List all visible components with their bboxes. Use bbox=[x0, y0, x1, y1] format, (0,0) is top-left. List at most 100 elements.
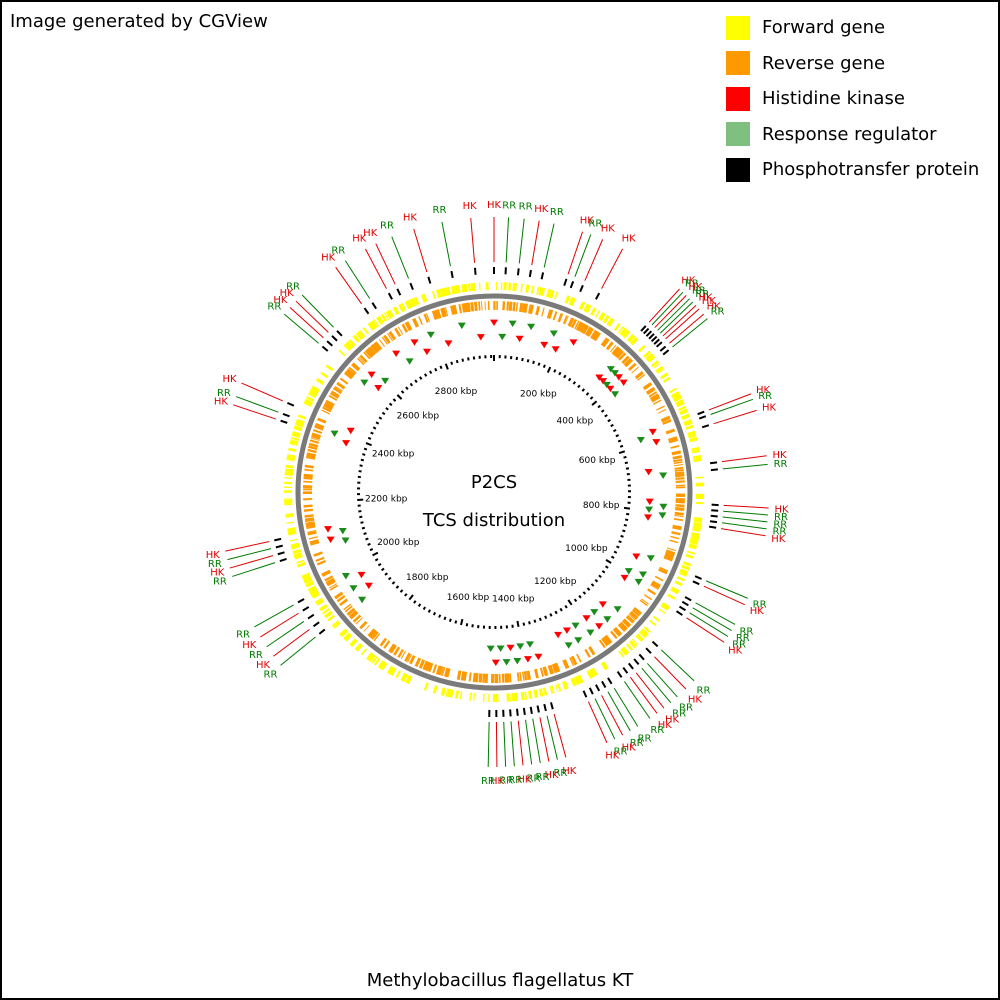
forward-gene-bar bbox=[682, 561, 692, 567]
reverse-gene-bar bbox=[579, 323, 587, 333]
forward-gene-bar bbox=[646, 353, 655, 362]
forward-gene-bar bbox=[689, 438, 698, 442]
minor-tick bbox=[585, 392, 590, 396]
reverse-gene-bar bbox=[653, 399, 662, 405]
forward-gene-bar bbox=[630, 337, 638, 345]
outer-marker bbox=[645, 330, 653, 337]
forward-gene-bar bbox=[549, 290, 553, 299]
forward-gene-bar bbox=[652, 615, 661, 623]
reverse-gene-bar bbox=[642, 382, 652, 390]
reverse-gene-bar bbox=[369, 629, 377, 639]
forward-gene-bar bbox=[686, 551, 695, 555]
minor-tick bbox=[617, 439, 622, 443]
reverse-gene-bar bbox=[574, 320, 580, 330]
reverse-gene-bar bbox=[322, 406, 332, 412]
outer-marker bbox=[650, 335, 658, 343]
outer-marker bbox=[569, 281, 575, 289]
reverse-gene-bar bbox=[383, 334, 391, 344]
minor-tick bbox=[399, 589, 404, 593]
forward-gene-bar bbox=[324, 611, 333, 619]
forward-gene-bar bbox=[401, 302, 407, 311]
forward-gene-bar bbox=[631, 638, 639, 646]
reverse-gene-bar bbox=[331, 390, 340, 397]
response-regulator-marker bbox=[525, 641, 534, 648]
histidine-kinase-marker bbox=[620, 574, 629, 582]
response-regulator-marker bbox=[659, 472, 668, 479]
histidine-kinase-marker bbox=[346, 427, 355, 435]
histidine-kinase-marker bbox=[357, 571, 366, 579]
forward-gene-bar bbox=[447, 689, 451, 698]
histidine-kinase-marker bbox=[506, 644, 515, 652]
minor-tick bbox=[360, 458, 365, 462]
minor-tick bbox=[365, 537, 369, 541]
rr-label: RR bbox=[588, 218, 602, 229]
minor-tick bbox=[515, 356, 519, 361]
forward-gene-bar bbox=[602, 661, 609, 670]
reverse-gene-bar bbox=[334, 591, 343, 599]
callout-line bbox=[613, 687, 639, 727]
forward-gene-bar bbox=[689, 540, 698, 545]
response-regulator-marker bbox=[611, 391, 620, 398]
histidine-kinase-marker bbox=[619, 379, 628, 387]
outer-marker bbox=[633, 658, 640, 666]
rr-label: RR bbox=[753, 599, 767, 610]
hk-label: HK bbox=[256, 660, 271, 671]
outer-marker bbox=[396, 288, 402, 296]
outer-marker bbox=[698, 415, 707, 420]
forward-gene-bar bbox=[457, 284, 461, 294]
callout-line bbox=[713, 409, 757, 425]
forward-gene-bar bbox=[450, 285, 456, 295]
minor-tick bbox=[391, 581, 396, 585]
callout-line bbox=[635, 672, 665, 709]
forward-gene-bar bbox=[459, 691, 463, 700]
minor-tick bbox=[567, 377, 572, 382]
tick-label: 600 kbp bbox=[579, 456, 616, 466]
callout-line bbox=[525, 719, 533, 765]
reverse-gene-bar bbox=[315, 556, 325, 562]
outer-marker bbox=[638, 653, 645, 661]
outer-marker bbox=[710, 468, 718, 472]
forward-gene-bar bbox=[312, 593, 321, 599]
feature-callouts: HK RR RR HK RRHKRRHKHKHKRRHKRRRRHKHKHKRRHKRR… bbox=[206, 200, 789, 787]
forward-gene-bar bbox=[473, 692, 476, 702]
response-regulator-marker bbox=[574, 637, 583, 644]
major-tick bbox=[591, 400, 598, 406]
outer-marker bbox=[536, 705, 540, 713]
legend-item-reverse-gene: Reverse gene bbox=[726, 46, 979, 82]
major-tick bbox=[408, 594, 414, 601]
forward-gene-bar bbox=[360, 648, 368, 656]
reverse-gene-bar bbox=[460, 671, 465, 681]
minor-tick bbox=[607, 418, 611, 423]
reverse-gene-bar bbox=[325, 401, 334, 407]
callout-line bbox=[241, 382, 284, 402]
minor-tick bbox=[598, 574, 602, 579]
response-regulator-marker bbox=[508, 320, 517, 328]
callout-line bbox=[594, 698, 616, 740]
forward-gene-bar bbox=[405, 675, 412, 684]
reverse-gene-bar bbox=[309, 539, 319, 545]
reverse-gene-bar bbox=[603, 636, 611, 645]
hk-label: HK bbox=[562, 766, 577, 777]
rr-label: RR bbox=[264, 670, 278, 681]
forward-gene-bar bbox=[570, 678, 576, 687]
reverse-gene-bar bbox=[571, 318, 577, 328]
reverse-gene-bar bbox=[605, 341, 614, 350]
reverse-gene-bar bbox=[671, 531, 681, 536]
legend-label: Response regulator bbox=[762, 123, 937, 145]
forward-gene-bar bbox=[647, 355, 656, 363]
forward-gene-bar bbox=[563, 681, 568, 690]
outer-marker bbox=[640, 325, 647, 332]
outer-marker bbox=[588, 687, 594, 695]
minor-tick bbox=[610, 555, 615, 559]
minor-tick bbox=[619, 444, 624, 448]
forward-gene-bar bbox=[638, 344, 646, 353]
reverse-gene-bar bbox=[542, 666, 548, 677]
minor-tick bbox=[582, 591, 587, 595]
minor-tick bbox=[586, 587, 591, 591]
reverse-gene-bar bbox=[527, 304, 533, 314]
forward-gene-bar bbox=[285, 514, 294, 518]
forward-gene-bar bbox=[690, 536, 699, 541]
reverse-gene-bar bbox=[383, 640, 391, 649]
minor-tick bbox=[367, 542, 371, 546]
histidine-kinase-marker bbox=[367, 371, 376, 379]
